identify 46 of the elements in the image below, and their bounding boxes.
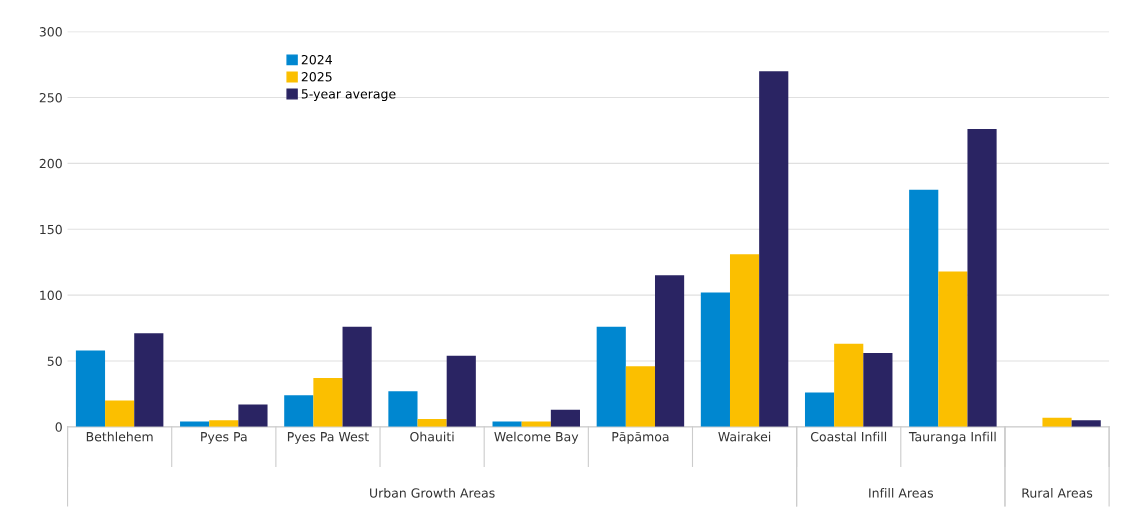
bar — [804, 392, 835, 427]
x-tick-label: Bethlehem — [86, 431, 153, 442]
bar — [342, 326, 372, 427]
bar — [938, 271, 968, 427]
bar — [759, 71, 789, 427]
x-tick-label: Pāpāmoa — [612, 431, 669, 444]
x-tick-label: Ohauiti — [410, 431, 454, 442]
bar — [863, 353, 893, 427]
bar — [446, 355, 476, 427]
legend-label: 2025 — [301, 72, 332, 82]
x-tick-label: Pyes Pa West — [287, 432, 369, 444]
y-tick-label: 0 — [55, 422, 62, 432]
bar — [834, 343, 864, 427]
bar — [550, 409, 580, 427]
legend-label: 2024 — [301, 54, 332, 65]
bar — [654, 275, 685, 427]
bar — [209, 420, 239, 427]
bar — [967, 129, 997, 427]
text: Rural Areas — [1022, 488, 1093, 498]
x-tick-label: Tauranga Infill — [908, 431, 996, 444]
y-tick-label: 300 — [39, 27, 62, 37]
x-tick-label: Pyes Pa — [201, 432, 247, 444]
legend-label: 5-year average — [301, 89, 396, 102]
bar — [75, 350, 106, 427]
bar — [729, 254, 760, 427]
bar — [238, 404, 268, 427]
bar — [700, 292, 730, 427]
bar — [596, 326, 626, 427]
bar — [388, 391, 418, 427]
bar — [909, 189, 939, 427]
x-tick-label: Welcome Bay — [494, 431, 579, 444]
x-tick-label: Coastal Infill — [810, 431, 887, 442]
text: Infill Areas — [869, 488, 934, 498]
bar — [1071, 420, 1101, 427]
text: Urban Growth Areas — [370, 488, 495, 498]
bar — [105, 400, 135, 427]
y-tick-label: 150 — [40, 224, 62, 235]
bar — [313, 378, 343, 427]
bar — [284, 395, 314, 427]
y-tick-label: 50 — [47, 356, 62, 366]
y-tick-label: 250 — [39, 92, 62, 103]
bar — [134, 333, 164, 427]
y-tick-label: 200 — [39, 158, 62, 169]
x-tick-label: Wairakei — [718, 431, 771, 442]
y-tick-label: 100 — [40, 290, 62, 301]
bar — [625, 366, 655, 427]
